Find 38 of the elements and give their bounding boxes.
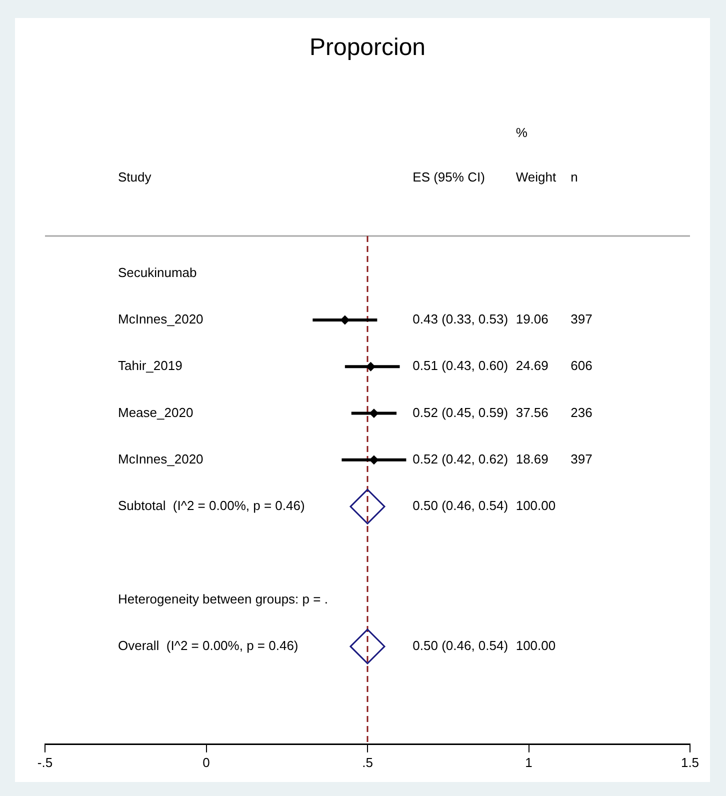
annotation: 37.56 bbox=[516, 404, 548, 420]
annotation: 397 bbox=[570, 312, 592, 327]
annotation: 100.00 bbox=[516, 638, 556, 654]
y-tick-label: Subtotal (I^2 = 0.00%, p = 0.46) bbox=[118, 498, 305, 514]
annotation: 0.51 (0.43, 0.60) bbox=[412, 358, 508, 374]
text: n bbox=[570, 169, 578, 184]
annotation: 397 bbox=[570, 451, 592, 466]
annotation: 18.69 bbox=[516, 451, 548, 466]
y-tick-label: McInnes_2020 bbox=[118, 312, 204, 327]
point bbox=[350, 488, 386, 524]
text: Study bbox=[118, 169, 152, 184]
annotation: 100.00 bbox=[516, 498, 556, 514]
text: Weight bbox=[516, 169, 556, 184]
x-tick-label: 0 bbox=[202, 754, 210, 770]
annotation: 0.52 (0.42, 0.62) bbox=[412, 451, 508, 466]
annotation: 0.52 (0.45, 0.59) bbox=[412, 404, 508, 420]
y-tick-label: McInnes_2020 bbox=[118, 451, 204, 466]
y-tick-label: Heterogeneity between groups: p = . bbox=[118, 591, 328, 606]
point bbox=[366, 362, 376, 372]
x-tick-label: .5 bbox=[362, 754, 373, 770]
text: ES (95% CI) bbox=[412, 169, 485, 184]
annotation: 0.43 (0.33, 0.53) bbox=[412, 312, 508, 327]
text: % bbox=[516, 125, 528, 140]
annotation: 24.69 bbox=[516, 358, 548, 374]
annotation: 606 bbox=[570, 358, 592, 374]
chart-title: Proporcion bbox=[309, 34, 426, 62]
y-tick-label: Tahir_2019 bbox=[118, 358, 182, 374]
x-tick-label: -.5 bbox=[37, 754, 53, 770]
annotation: 236 bbox=[570, 404, 592, 420]
point bbox=[350, 628, 386, 664]
y-tick-label: Secukinumab bbox=[118, 264, 197, 280]
x-tick-label: 1 bbox=[525, 754, 532, 770]
annotation: 0.50 (0.46, 0.54) bbox=[412, 638, 508, 654]
y-tick-label: Overall (I^2 = 0.00%, p = 0.46) bbox=[118, 638, 298, 654]
y-tick-label: Mease_2020 bbox=[118, 404, 194, 420]
annotation: 0.50 (0.46, 0.54) bbox=[412, 498, 508, 514]
annotation: 19.06 bbox=[516, 312, 548, 327]
x-tick-label: 1.5 bbox=[680, 754, 700, 770]
